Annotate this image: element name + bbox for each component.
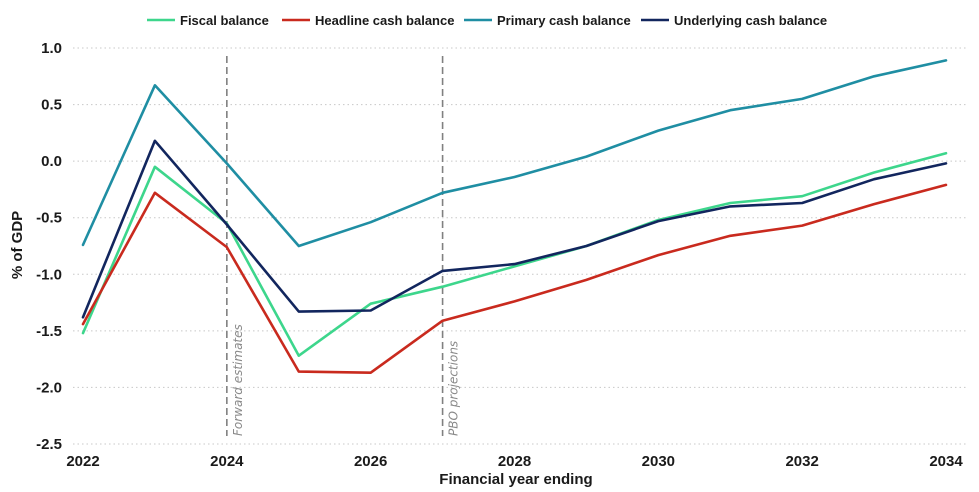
y-tick-label: 0.0: [41, 153, 62, 170]
series-line-4: [81, 139, 948, 319]
x-axis-ticks: 2022 2024 2026 2028 2030 2032 2034: [66, 453, 963, 470]
x-tick-label: 2034: [929, 453, 963, 470]
y-tick-label: -1.5: [36, 323, 62, 340]
y-axis-ticks: 1.0 0.5 0.0 -0.5 -1.0 -1.5 -2.0 -2.5: [36, 40, 62, 453]
legend-label: Underlying cash balance: [674, 13, 827, 28]
y-tick-label: -0.5: [36, 210, 62, 227]
series-line-1: [81, 151, 948, 358]
annotation-label: Forward estimates: [231, 324, 245, 436]
x-tick-label: 2022: [66, 453, 99, 470]
y-tick-label: -2.0: [36, 379, 62, 396]
y-tick-label: -1.0: [36, 266, 62, 283]
legend-label: Fiscal balance: [180, 13, 269, 28]
series-lines: [81, 59, 948, 375]
x-tick-label: 2026: [354, 453, 387, 470]
y-axis-title: % of GDP: [9, 211, 26, 279]
annotation-label: PBO projections: [447, 341, 461, 436]
y-tick-label: -2.5: [36, 436, 62, 453]
annotations: Forward estimates PBO projections: [226, 56, 461, 436]
x-tick-label: 2028: [498, 453, 531, 470]
y-tick-label: 1.0: [41, 40, 62, 57]
x-tick-label: 2030: [642, 453, 675, 470]
gridlines: [73, 47, 966, 445]
x-tick-label: 2032: [785, 453, 818, 470]
y-tick-label: 0.5: [41, 97, 62, 114]
legend-label: Headline cash balance: [315, 13, 454, 28]
x-axis-title: Financial year ending: [439, 471, 592, 488]
legend-label: Primary cash balance: [497, 13, 631, 28]
legend: Fiscal balance Headline cash balance Prima…: [147, 13, 827, 28]
series-line-2: [81, 183, 948, 375]
series-line-3: [81, 59, 948, 248]
x-tick-label: 2024: [210, 453, 244, 470]
